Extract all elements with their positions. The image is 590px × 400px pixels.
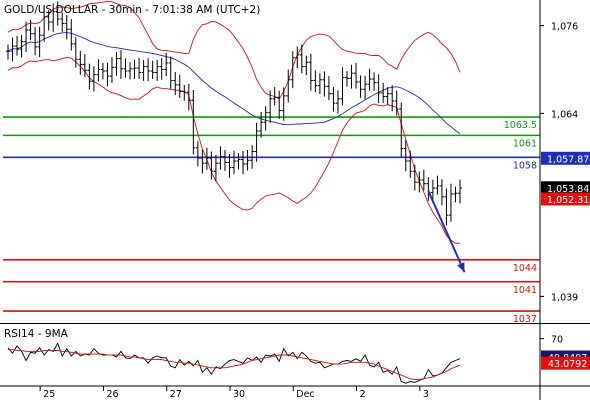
time-tick-label: 30 [233, 389, 245, 400]
level-label-3: 1044 [513, 263, 537, 274]
price-badge-2 [541, 192, 590, 206]
moving-average-line [7, 32, 461, 135]
price-badge-label-2: 1,052.31 [547, 195, 589, 206]
x-axis: 25 26 27 30 Dec 2 3 [39, 386, 429, 400]
price-tick-label: 1,064 [551, 109, 578, 120]
forecast-arrow-head [457, 262, 465, 273]
indicator-pane: 7049.849743.0792 [7, 335, 590, 384]
time-tick-label: 2 [360, 389, 366, 400]
forecast-arrow-shaft [427, 190, 466, 273]
level-label-5: 1037 [513, 314, 537, 325]
price-badge-1 [541, 181, 590, 195]
time-tick-label: 3 [423, 389, 429, 400]
time-tick-label: 25 [43, 389, 55, 400]
time-tick-label: 27 [170, 389, 182, 400]
time-tick-label: 26 [106, 389, 118, 400]
bollinger-lower-line [7, 57, 461, 244]
level-label-0: 1063.5 [504, 120, 537, 131]
price-tick-label: 1,076 [551, 22, 578, 33]
indicator-label: RSI14 - 9MA [4, 328, 69, 340]
price-pane: 1063.5 1061 1058 1044 1041 1037 1,039 1,064 1,07… [3, 1, 590, 325]
time-tick-label: Dec [296, 389, 314, 400]
bollinger-upper-line [7, 1, 461, 100]
level-label-2: 1058 [513, 160, 537, 171]
level-label-4: 1041 [513, 285, 537, 296]
price-badge-0 [541, 151, 590, 165]
indicator-tick-label: 70 [551, 335, 563, 346]
rsi-line [7, 342, 461, 384]
ohlc-bars [6, 1, 462, 226]
rsi-ma-line [8, 349, 461, 381]
price-tick-label: 1,039 [551, 292, 578, 303]
price-badge-label-1: 1,053.84 [547, 184, 589, 195]
indicator-badge-1 [541, 356, 590, 370]
chart-title: GOLD/US DOLLAR - 30min - 7:01:38 AM (UTC… [4, 4, 260, 16]
indicator-badge-label-1: 43.0792 [548, 359, 587, 370]
level-label-1: 1061 [513, 138, 537, 149]
price-badge-label-0: 1,057.87 [547, 154, 589, 165]
